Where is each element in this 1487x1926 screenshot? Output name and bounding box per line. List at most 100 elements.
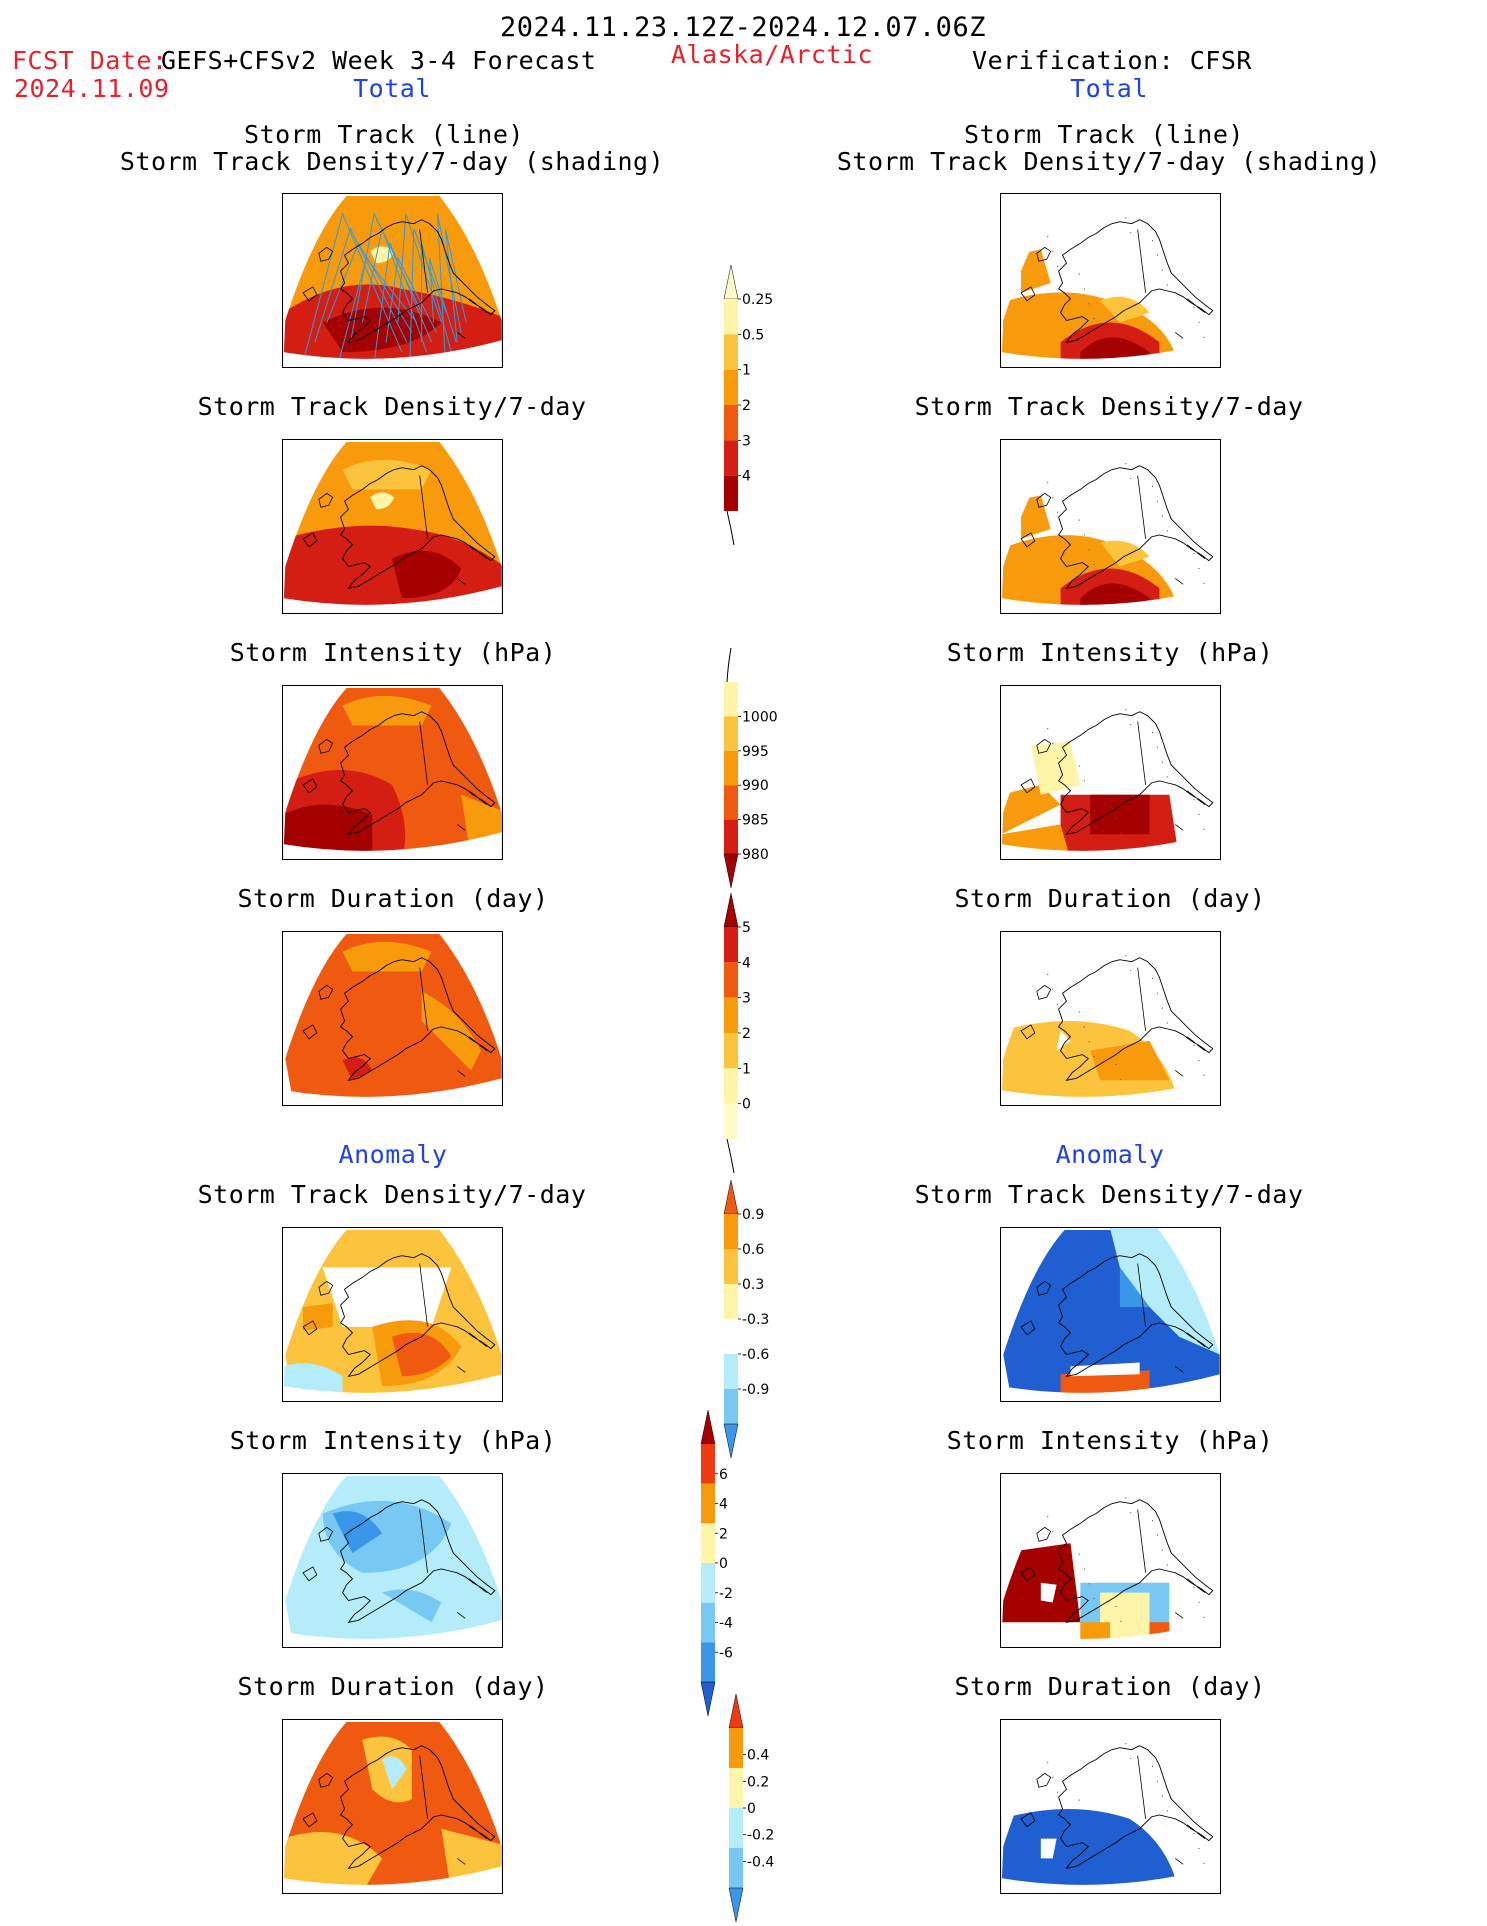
colorbar-segment — [701, 1563, 715, 1603]
border-line — [419, 967, 428, 1031]
grid-dot — [1156, 1534, 1159, 1536]
island-outline — [457, 544, 488, 585]
colorbar-segment — [724, 785, 738, 820]
colorbar-segment — [724, 1389, 738, 1424]
title-anom-density-right: Storm Track Density/7-day — [914, 1180, 1304, 1209]
border-line — [1137, 475, 1146, 539]
grid-dot — [1193, 1587, 1195, 1589]
storm-track-line — [444, 228, 467, 343]
colorbar-segment — [729, 1808, 743, 1848]
colorbar-segment — [701, 1642, 715, 1682]
grid-dot — [1193, 799, 1195, 801]
colorbar-segment — [724, 334, 738, 370]
grid-dot — [1161, 1007, 1163, 1009]
contour-region — [283, 1832, 383, 1893]
colorbar-tick-label: 6 — [719, 1467, 728, 1483]
grid-dot — [1151, 485, 1154, 488]
colorbar-track-density-total: 0.25 0.5 1 2 3 4 — [718, 264, 788, 549]
russia-coastline — [302, 492, 334, 548]
grid-dot — [1198, 1601, 1200, 1604]
map-intensity-verification — [1000, 685, 1221, 860]
map-anom-duration-forecast — [282, 1719, 503, 1894]
contour-region — [1090, 1040, 1170, 1081]
grid-dot — [1078, 1553, 1080, 1555]
colorbar-segment — [724, 750, 738, 786]
grid-dot — [1047, 973, 1049, 976]
grid-dot — [1088, 795, 1090, 797]
title-anom-density-left: Storm Track Density/7-day — [197, 1180, 587, 1209]
colorbar-segment — [724, 1354, 738, 1389]
grid-dot — [1198, 1847, 1200, 1850]
colorbar-tick-label: 995 — [742, 744, 769, 760]
grid-dot — [1047, 481, 1049, 484]
storm-track-line — [373, 241, 433, 363]
colorbar-top-arrow — [723, 1179, 739, 1215]
border-line — [419, 721, 428, 785]
border-line — [1137, 967, 1146, 1031]
domain-mask-left — [1001, 440, 1065, 613]
colorbar-segment — [729, 1728, 743, 1768]
grid-dot — [1203, 1862, 1205, 1864]
date-range-title: 2024.11.23.12Z-2024.12.07.06Z — [500, 12, 986, 43]
grid-dot — [1093, 1843, 1095, 1846]
domain-mask-right — [1157, 1720, 1220, 1847]
grid-dot — [1057, 1791, 1059, 1793]
colorbar-bottom-line — [726, 1138, 735, 1174]
grid-dot — [1120, 1078, 1122, 1080]
colorbar-segment — [724, 1103, 738, 1139]
colorbar-segment — [729, 1768, 743, 1808]
alaska-coastline — [1057, 957, 1214, 1081]
grid-dot — [1130, 969, 1132, 972]
contour-region — [1040, 1838, 1057, 1859]
alaska-coastline — [339, 465, 496, 589]
grid-dot — [1156, 500, 1159, 502]
map-density-forecast — [282, 439, 503, 614]
grid-dot — [1193, 1833, 1195, 1835]
map-density-verification — [1000, 439, 1221, 614]
colorbar-segment — [724, 1319, 738, 1354]
grid-dot — [1083, 1814, 1085, 1816]
domain-mask-left — [1001, 1474, 1065, 1647]
grid-dot — [1130, 1511, 1132, 1514]
grid-dot — [1052, 742, 1054, 744]
contour-region — [1056, 1030, 1071, 1051]
colorbar-segment — [724, 819, 738, 854]
island-outline — [457, 1578, 488, 1619]
alaska-coastline — [339, 711, 496, 835]
contour-region — [303, 1303, 333, 1331]
title-anom-intensity-right: Storm Intensity (hPa) — [946, 1426, 1274, 1455]
grid-dot — [1125, 217, 1127, 219]
verification-label: Verification: CFSR — [972, 46, 1252, 75]
grid-dot — [1083, 780, 1085, 782]
russia-coastline — [302, 246, 334, 302]
grid-dot — [1151, 1765, 1154, 1768]
grid-dot — [1130, 477, 1132, 480]
border-line — [1137, 1509, 1146, 1573]
grid-dot — [1193, 307, 1195, 309]
grid-dot — [1203, 582, 1205, 584]
colorbar-tick-label: 0.6 — [742, 1242, 764, 1258]
colorbar-tick-label: 3 — [742, 991, 751, 1007]
contour-region — [370, 492, 394, 510]
grid-dot — [1052, 988, 1054, 990]
title-anom-duration-left: Storm Duration (day) — [237, 1672, 549, 1701]
grid-dot — [1115, 571, 1117, 574]
colorbar-segment — [724, 405, 738, 441]
title-density-left: Storm Track Density/7-day — [197, 392, 587, 421]
colorbar-tick-label: -4 — [719, 1616, 733, 1632]
island-outline — [1175, 790, 1206, 831]
grid-dot — [1161, 1795, 1163, 1797]
colorbar-segment — [701, 1483, 715, 1524]
fcst-model-label: GEFS+CFSv2 Week 3-4 Forecast — [161, 46, 597, 75]
alaska-coastline — [1057, 219, 1214, 343]
border-line — [1137, 229, 1146, 293]
contour-region — [382, 1756, 407, 1790]
border-line — [419, 1755, 428, 1819]
title-track-line-left: Storm Track (line) — [244, 120, 524, 149]
contour-region — [322, 1267, 452, 1327]
island-outline — [1175, 1332, 1206, 1373]
grid-dot — [1078, 519, 1080, 521]
colorbar-tick-label: -6 — [719, 1645, 733, 1661]
domain-mask-right — [1157, 1228, 1220, 1355]
contour-region — [1001, 784, 1061, 835]
